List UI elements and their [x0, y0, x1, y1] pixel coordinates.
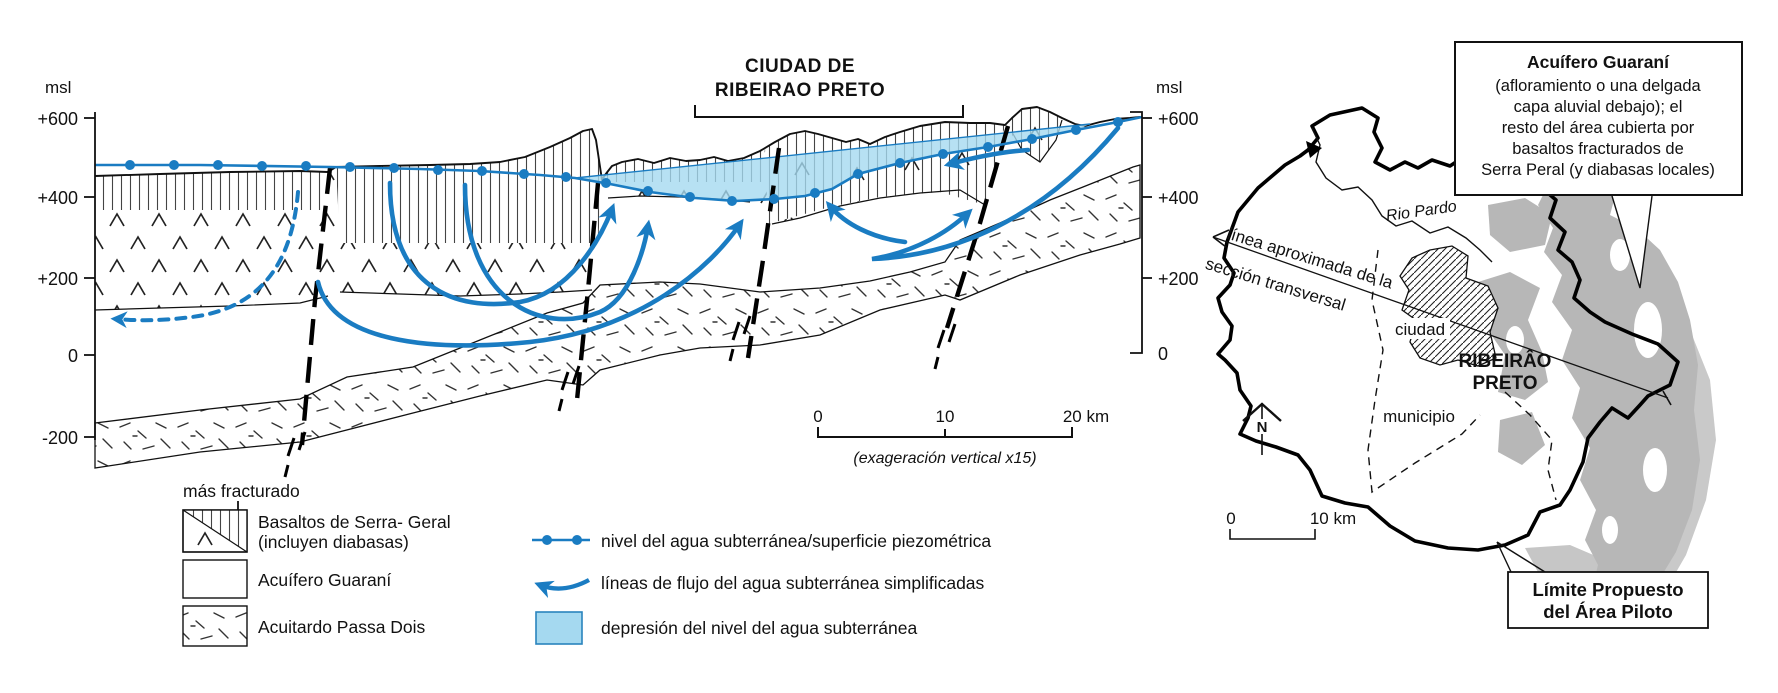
callout-aquifer-line: Serra Peral (y diabasas locales): [1481, 161, 1715, 179]
piezometric-dots: [125, 117, 1123, 206]
flow-arrow: [315, 218, 744, 348]
callout-aquifer-line: capa aluvial debajo); el: [1514, 98, 1683, 116]
callout-aquifer-leader: [1611, 195, 1653, 289]
axis-unit-left: msl: [45, 78, 71, 97]
north-label: N: [1257, 419, 1268, 436]
north-arrow: N: [1242, 402, 1282, 455]
flow-arrow: [462, 182, 656, 322]
legend-symbol-depression: [535, 611, 583, 645]
flow-arrow: [825, 201, 908, 245]
elevation-axis-left: msl +600 +400 +200 0 -200: [37, 78, 96, 448]
flow-arrows: [110, 125, 1121, 348]
axis-tick: -200: [42, 428, 78, 448]
legend-depression-label: depresión del nivel del agua subterránea: [601, 618, 917, 638]
fault-lines: [299, 125, 1011, 446]
municipality-name-line1: RIBEIRÂO: [1459, 350, 1552, 372]
river-direction-marker: [1306, 141, 1322, 158]
section-title-line2: RIBEIRAO PRETO: [715, 80, 885, 101]
legend-flowline-label: líneas de flujo del agua subterránea sim…: [601, 573, 985, 593]
map-scale-bar: 0 10 km: [1226, 509, 1356, 540]
fault-line: [299, 167, 333, 446]
axis-tick: +400: [37, 188, 78, 208]
legend-basalts-line1: Basaltos de Serra- Geral: [258, 512, 451, 532]
city-area: [1399, 245, 1499, 367]
flow-arrow: [943, 147, 1031, 170]
map-scale-10km: 10 km: [1310, 509, 1356, 528]
legend-basalts-line2: (incluyen diabasas): [258, 532, 409, 552]
axis-tick: 0: [68, 346, 78, 366]
callout-limit-line2: del Área Piloto: [1543, 601, 1673, 622]
legend-symbol-piezometric: [532, 535, 590, 545]
legend-swatch-passa-dois: [182, 605, 248, 647]
section-scale-bar: 0 10 20 km (exageración vertical x15): [813, 407, 1109, 467]
axis-tick: 0: [1158, 344, 1168, 364]
axis-tick: +600: [37, 109, 78, 129]
callout-aquifer-line: (afloramiento o una delgada: [1495, 77, 1701, 95]
city-extent-label: CIUDAD DE RIBEIRAO PRETO: [694, 56, 964, 118]
city-label: ciudad: [1395, 320, 1445, 339]
callout-aquifer-title: Acuífero Guaraní: [1527, 52, 1670, 72]
axis-tick: +600: [1158, 109, 1199, 129]
rio-pardo: [1306, 127, 1493, 263]
axis-unit-right: msl: [1156, 78, 1182, 97]
scale-0: 0: [813, 407, 822, 426]
map-scale-0: 0: [1226, 509, 1235, 528]
callout-limit: Límite Propuesto del Área Piloto: [1496, 541, 1709, 629]
axis-tick: +400: [1158, 188, 1199, 208]
callout-limit-leader: [1496, 541, 1546, 575]
vertical-exaggeration-note: (exageración vertical x15): [853, 450, 1036, 467]
more-fractured-label: más fracturado: [183, 481, 300, 501]
legend-swatch-guarani: [182, 559, 248, 599]
municipality-name-line2: PRETO: [1472, 373, 1537, 394]
scale-10: 10: [936, 407, 955, 426]
cross-section: msl +600 +400 +200 0 -200 msl +600 +400 …: [37, 56, 1199, 478]
callout-limit-line1: Límite Propuesto: [1532, 579, 1683, 600]
axis-tick: +200: [37, 269, 78, 289]
legend-guarani-label: Acuífero Guaraní: [258, 570, 391, 590]
axis-tick: +200: [1158, 269, 1199, 289]
river-label: Rio Pardo: [1385, 198, 1458, 225]
section-trace-line: [1212, 229, 1672, 406]
legend-swatch-basalts: [182, 509, 248, 553]
fault-line: [944, 125, 1011, 329]
callout-aquifer-line: resto del área cubierta por: [1502, 119, 1695, 137]
scale-20km: 20 km: [1063, 407, 1109, 426]
legend-piezometric-label: nivel del agua subterránea/superficie pi…: [601, 531, 991, 551]
legend-passa-dois-label: Acuitardo Passa Dois: [258, 617, 426, 637]
location-map: Rio Pardo línea aproximada de la sección…: [1203, 41, 1743, 629]
legend-symbol-flowline: [534, 578, 591, 599]
city-extent-bracket: [694, 105, 964, 118]
callout-aquifer: Acuífero Guaraní (afloramiento o una del…: [1454, 41, 1743, 289]
municipio-label: municipio: [1383, 407, 1455, 426]
callout-aquifer-line: basaltos fracturados de: [1512, 140, 1684, 158]
surface-line: [94, 106, 1141, 181]
section-title-line1: CIUDAD DE: [745, 56, 855, 77]
depression-wedge: [575, 124, 1090, 201]
district-dashed-boundary: [1367, 249, 1557, 501]
flow-arrow: [871, 125, 1121, 262]
piezometric-line: [95, 115, 1143, 203]
elevation-axis-right: msl +600 +400 +200 0: [1130, 78, 1199, 364]
fault-symbols: [283, 315, 957, 478]
legend: más fracturado Basaltos de Serra- Geral …: [182, 481, 991, 647]
flow-arrow-dashed: [110, 190, 300, 329]
outcrop-holes: [1506, 239, 1667, 544]
city-label-bg: [1390, 318, 1450, 339]
